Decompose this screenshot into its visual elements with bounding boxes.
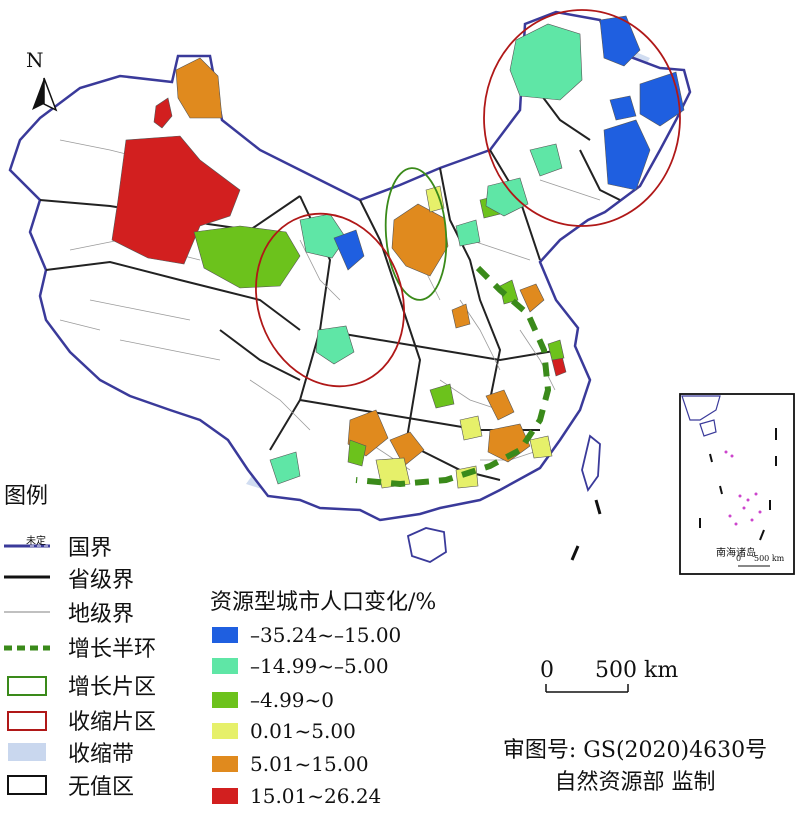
growth-area-ellipse: [384, 167, 448, 301]
city-blue-2: [603, 119, 651, 191]
inset-label: 南海诸岛: [716, 548, 756, 559]
shrink-area-northeast: [483, 9, 681, 227]
city-blue-3: [333, 229, 365, 271]
city-green-3: [499, 279, 519, 305]
city-red-small: [153, 97, 173, 129]
legend-item-shrink-area: 收缩片区: [68, 710, 157, 735]
map-approval-number: 审图号: GS(2020)4630号: [502, 738, 768, 763]
hainan-island: [406, 527, 447, 563]
growth-half-ring: [355, 265, 552, 488]
legend-item-prefecture-border: 地级界: [68, 602, 135, 627]
city-green-5: [547, 339, 565, 361]
color-legend-title: 资源型城市人口变化/%: [210, 590, 437, 615]
legend-item-shrink-belt: 收缩带: [68, 742, 135, 767]
city-mint-2: [315, 325, 355, 365]
city-orange-6: [451, 303, 471, 329]
city-orange-inner-mongolia: [391, 203, 449, 277]
scale-zero: 0: [540, 658, 554, 683]
legend-title: 图例: [4, 484, 49, 509]
color-class-6: 15.01~26.24: [212, 783, 381, 809]
color-class-4: 0.01~5.00: [212, 718, 356, 744]
legend-item-national-border: 国界: [68, 536, 113, 561]
city-red-xinjiang: [111, 135, 241, 265]
color-swatch: [212, 627, 238, 643]
color-class-5: 5.01~15.00: [212, 751, 369, 777]
nine-dash-line-main: [570, 499, 602, 561]
south-china-sea-inset: [679, 393, 795, 575]
city-orange-5: [389, 431, 425, 467]
color-class-1: –35.24~–15.00: [212, 622, 401, 648]
city-orange-1: [519, 283, 545, 313]
city-orange-altay: [175, 57, 223, 119]
color-swatch: [212, 788, 238, 804]
city-orange-2: [485, 389, 515, 421]
scale-value: 500 km: [595, 658, 679, 683]
legend-symbols: [4, 544, 50, 795]
color-class-3: –4.99~0: [212, 687, 334, 713]
city-mint-5: [269, 451, 301, 485]
north-arrow: [32, 77, 58, 112]
city-blue-4: [609, 95, 637, 121]
legend-item-border-note: 未定: [26, 536, 46, 547]
city-green-1: [347, 439, 367, 467]
city-mint-heilongjiang-west: [509, 23, 583, 101]
city-yellow-3: [459, 415, 483, 441]
legend-item-growth-area: 增长片区: [68, 675, 157, 700]
scale-label: 0 500 km: [540, 658, 678, 683]
color-swatch: [212, 756, 238, 772]
city-polygons: [111, 15, 685, 489]
inset-scale-value: 500 km: [754, 554, 785, 563]
city-mint-4: [529, 143, 563, 177]
color-swatch: [212, 692, 238, 708]
city-yellow-2: [375, 457, 411, 489]
map-credit: 自然资源部 监制: [554, 770, 716, 795]
city-green-qinghai: [193, 225, 301, 289]
color-class-2: –14.99~–5.00: [212, 653, 389, 679]
color-swatch: [212, 658, 238, 674]
legend-item-province-border: 省级界: [68, 568, 135, 593]
city-green-2: [429, 383, 455, 409]
taiwan-island: [581, 434, 601, 493]
legend-item-no-data: 无值区: [68, 775, 135, 800]
city-mint-3: [485, 177, 529, 217]
city-blue-heilongjiang-east: [599, 15, 641, 67]
shrink-area-northwest: [255, 212, 405, 388]
legend-item-growth-ring: 增长半环: [68, 637, 157, 662]
scale-bar: [545, 684, 629, 693]
color-swatch: [212, 723, 238, 739]
city-yellow-4: [529, 435, 553, 459]
inset-scale-zero: 0: [736, 554, 742, 563]
city-mint-6: [455, 219, 481, 247]
city-blue-1: [639, 71, 685, 127]
north-label: N: [26, 48, 44, 72]
